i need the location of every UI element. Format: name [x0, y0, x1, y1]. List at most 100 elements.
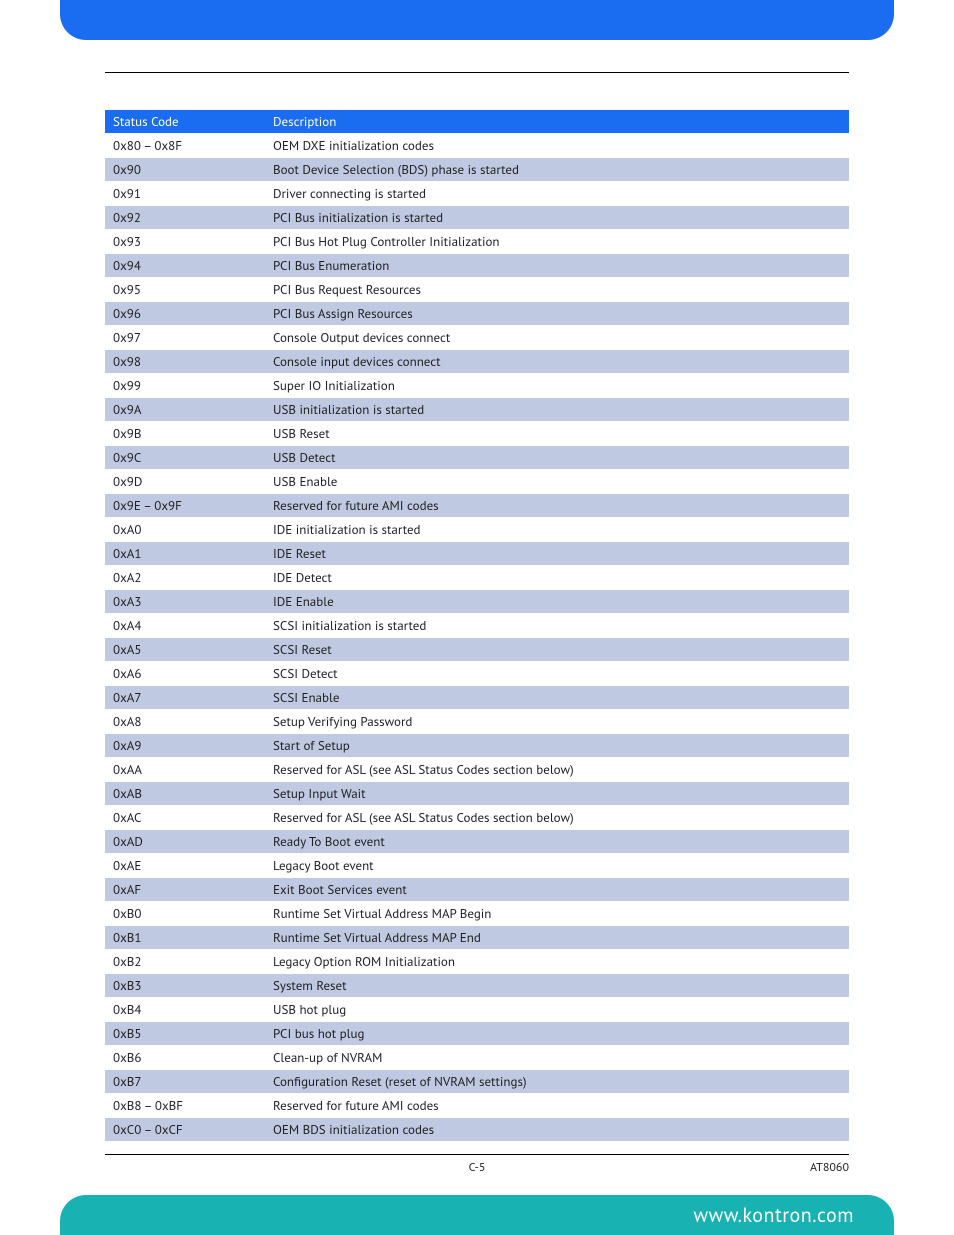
- cell-status-code: 0x99: [105, 374, 265, 398]
- cell-status-code: 0xA0: [105, 518, 265, 542]
- cell-status-code: 0xAE: [105, 854, 265, 878]
- cell-status-code: 0xB2: [105, 950, 265, 974]
- footer-text: C-5 AT8060: [105, 1160, 849, 1175]
- col-description: Description: [265, 110, 849, 134]
- col-status-code: Status Code: [105, 110, 265, 134]
- cell-status-code: 0x9D: [105, 470, 265, 494]
- cell-description: Exit Boot Services event: [265, 878, 849, 902]
- cell-description: PCI Bus initialization is started: [265, 206, 849, 230]
- cell-description: IDE Reset: [265, 542, 849, 566]
- cell-status-code: 0xAD: [105, 830, 265, 854]
- cell-status-code: 0xAB: [105, 782, 265, 806]
- table-row: 0xC0 – 0xCFOEM BDS initialization codes: [105, 1118, 849, 1142]
- cell-status-code: 0xB1: [105, 926, 265, 950]
- cell-status-code: 0xA9: [105, 734, 265, 758]
- table-row: 0xA8Setup Verifying Password: [105, 710, 849, 734]
- table-row: 0xB2Legacy Option ROM Initialization: [105, 950, 849, 974]
- cell-description: PCI bus hot plug: [265, 1022, 849, 1046]
- table-row: 0xA2IDE Detect: [105, 566, 849, 590]
- cell-status-code: 0xA4: [105, 614, 265, 638]
- table-row: 0x9E – 0x9FReserved for future AMI codes: [105, 494, 849, 518]
- cell-description: Reserved for future AMI codes: [265, 1094, 849, 1118]
- cell-status-code: 0x98: [105, 350, 265, 374]
- table-row: 0x97Console Output devices connect: [105, 326, 849, 350]
- table-row: 0x94PCI Bus Enumeration: [105, 254, 849, 278]
- table-row: 0xACReserved for ASL (see ASL Status Cod…: [105, 806, 849, 830]
- header-rule: [105, 72, 849, 73]
- footer-rule: [105, 1154, 849, 1155]
- cell-description: Configuration Reset (reset of NVRAM sett…: [265, 1070, 849, 1094]
- cell-status-code: 0x9C: [105, 446, 265, 470]
- status-code-table: Status Code Description 0x80 – 0x8FOEM D…: [105, 110, 849, 1142]
- cell-description: Legacy Option ROM Initialization: [265, 950, 849, 974]
- cell-status-code: 0x80 – 0x8F: [105, 134, 265, 158]
- cell-description: Super IO Initialization: [265, 374, 849, 398]
- cell-status-code: 0xB3: [105, 974, 265, 998]
- table-row: 0x99Super IO Initialization: [105, 374, 849, 398]
- status-code-table-container: Status Code Description 0x80 – 0x8FOEM D…: [105, 110, 849, 1142]
- table-row: 0xADReady To Boot event: [105, 830, 849, 854]
- table-row: 0xB1Runtime Set Virtual Address MAP End: [105, 926, 849, 950]
- cell-description: PCI Bus Enumeration: [265, 254, 849, 278]
- table-row: 0x9AUSB initialization is started: [105, 398, 849, 422]
- cell-description: USB Reset: [265, 422, 849, 446]
- cell-status-code: 0xAF: [105, 878, 265, 902]
- table-row: 0x9CUSB Detect: [105, 446, 849, 470]
- cell-description: Driver connecting is started: [265, 182, 849, 206]
- cell-description: USB hot plug: [265, 998, 849, 1022]
- table-row: 0x80 – 0x8FOEM DXE initialization codes: [105, 134, 849, 158]
- cell-status-code: 0x96: [105, 302, 265, 326]
- cell-description: Setup Verifying Password: [265, 710, 849, 734]
- cell-description: PCI Bus Request Resources: [265, 278, 849, 302]
- cell-description: OEM BDS initialization codes: [265, 1118, 849, 1142]
- cell-status-code: 0x93: [105, 230, 265, 254]
- table-row: 0x92PCI Bus initialization is started: [105, 206, 849, 230]
- cell-description: Setup Input Wait: [265, 782, 849, 806]
- table-row: 0x9DUSB Enable: [105, 470, 849, 494]
- cell-status-code: 0xB5: [105, 1022, 265, 1046]
- cell-description: Reserved for future AMI codes: [265, 494, 849, 518]
- table-row: 0xB7Configuration Reset (reset of NVRAM …: [105, 1070, 849, 1094]
- cell-status-code: 0x97: [105, 326, 265, 350]
- cell-description: System Reset: [265, 974, 849, 998]
- cell-description: IDE Detect: [265, 566, 849, 590]
- cell-status-code: 0x91: [105, 182, 265, 206]
- table-row: 0xAFExit Boot Services event: [105, 878, 849, 902]
- page-number: C-5: [105, 1160, 849, 1175]
- table-header-row: Status Code Description: [105, 110, 849, 134]
- cell-description: Console input devices connect: [265, 350, 849, 374]
- table-row: 0xB8 – 0xBFReserved for future AMI codes: [105, 1094, 849, 1118]
- cell-description: USB initialization is started: [265, 398, 849, 422]
- cell-description: SCSI Reset: [265, 638, 849, 662]
- cell-status-code: 0x95: [105, 278, 265, 302]
- cell-status-code: 0xAC: [105, 806, 265, 830]
- table-row: 0xABSetup Input Wait: [105, 782, 849, 806]
- footer-url: www.kontron.com: [693, 1202, 854, 1228]
- table-row: 0x90Boot Device Selection (BDS) phase is…: [105, 158, 849, 182]
- table-row: 0x91Driver connecting is started: [105, 182, 849, 206]
- table-row: 0xA0IDE initialization is started: [105, 518, 849, 542]
- table-row: 0xA9Start of Setup: [105, 734, 849, 758]
- bottom-accent-bar: www.kontron.com: [60, 1195, 894, 1235]
- cell-description: USB Detect: [265, 446, 849, 470]
- table-row: 0x95PCI Bus Request Resources: [105, 278, 849, 302]
- cell-status-code: 0xB7: [105, 1070, 265, 1094]
- cell-status-code: 0x9B: [105, 422, 265, 446]
- table-row: 0xAAReserved for ASL (see ASL Status Cod…: [105, 758, 849, 782]
- table-row: 0xA3IDE Enable: [105, 590, 849, 614]
- table-row: 0xB0Runtime Set Virtual Address MAP Begi…: [105, 902, 849, 926]
- cell-description: SCSI initialization is started: [265, 614, 849, 638]
- cell-description: SCSI Detect: [265, 662, 849, 686]
- cell-description: Runtime Set Virtual Address MAP Begin: [265, 902, 849, 926]
- table-row: 0xB6Clean-up of NVRAM: [105, 1046, 849, 1070]
- table-row: 0xB3System Reset: [105, 974, 849, 998]
- cell-status-code: 0xA8: [105, 710, 265, 734]
- cell-description: PCI Bus Hot Plug Controller Initializati…: [265, 230, 849, 254]
- cell-status-code: 0xA1: [105, 542, 265, 566]
- cell-description: Console Output devices connect: [265, 326, 849, 350]
- table-row: 0xA4SCSI initialization is started: [105, 614, 849, 638]
- cell-status-code: 0xB0: [105, 902, 265, 926]
- table-row: 0xAELegacy Boot event: [105, 854, 849, 878]
- cell-description: Runtime Set Virtual Address MAP End: [265, 926, 849, 950]
- cell-description: Start of Setup: [265, 734, 849, 758]
